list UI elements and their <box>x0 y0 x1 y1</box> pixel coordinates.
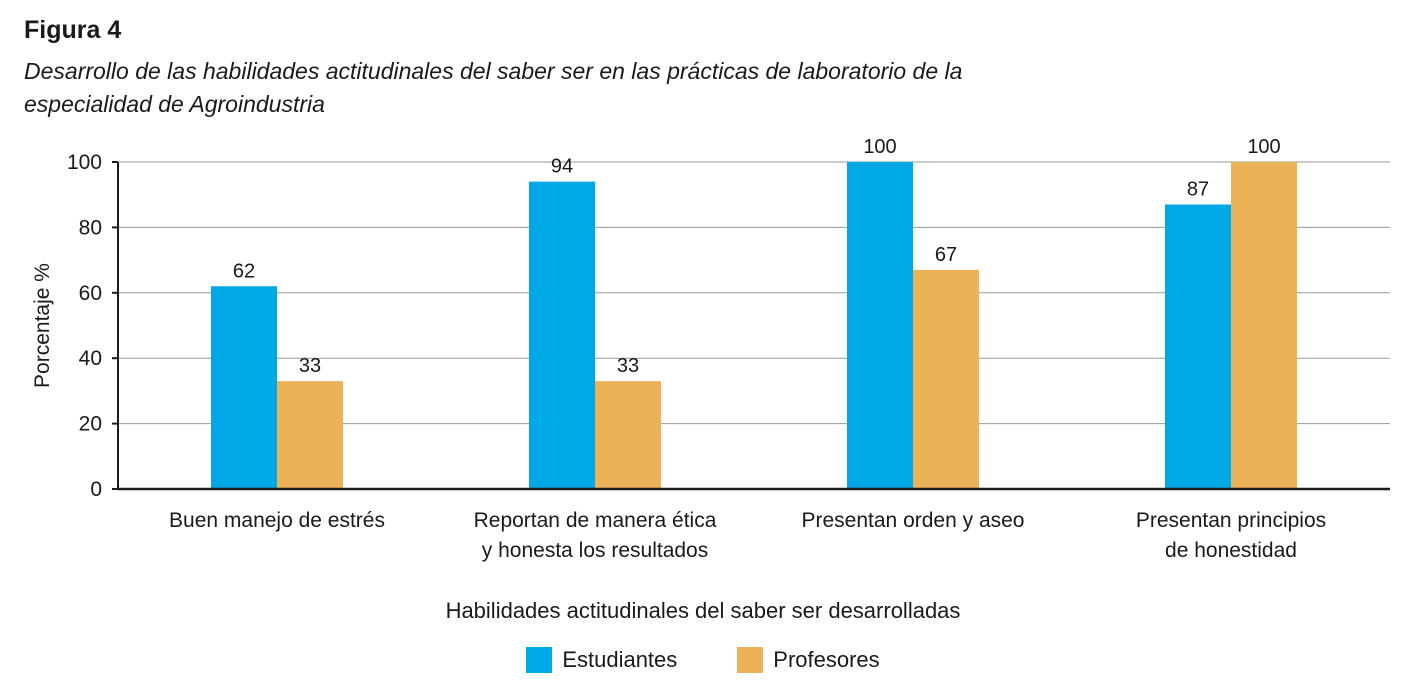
legend-label-estudiantes: Estudiantes <box>562 647 678 672</box>
data-label-estudiantes-1: 94 <box>551 156 573 178</box>
y-tick-label-60: 60 <box>79 282 102 305</box>
data-label-estudiantes-0: 62 <box>233 260 255 282</box>
data-label-profesores-2: 67 <box>935 244 957 266</box>
bar-profesores-2 <box>913 269 979 489</box>
bar-estudiantes-2 <box>847 162 913 489</box>
x-tick-label-2-0: Presentan orden y aseo <box>802 509 1025 532</box>
x-axis-label: Habilidades actitudinales del saber ser … <box>445 598 961 623</box>
figure-title: Desarrollo de las habilidades actitudina… <box>24 58 963 117</box>
legend-item-estudiantes: Estudiantes <box>526 647 677 673</box>
x-tick-label-3-0: Presentan principios <box>1136 509 1326 532</box>
legend-swatch-estudiantes <box>526 647 553 673</box>
data-label-profesores-0: 33 <box>299 355 321 377</box>
legend: Estudiantes Profesores <box>0 647 1406 673</box>
x-tick-label-0-0: Buen manejo de estrés <box>169 509 385 532</box>
y-tick-label-40: 40 <box>79 347 102 370</box>
data-label-estudiantes-3: 87 <box>1187 179 1209 201</box>
x-tick-label-1-1: y honesta los resultados <box>482 539 708 562</box>
y-axis-label: Porcentaje % <box>31 263 54 388</box>
data-label-estudiantes-2: 100 <box>863 136 896 158</box>
y-tick-label-0: 0 <box>90 478 102 501</box>
x-tick-label-1-0: Reportan de manera ética <box>474 509 717 532</box>
y-tick-label-100: 100 <box>67 151 102 174</box>
y-tick-label-80: 80 <box>79 216 102 239</box>
legend-item-profesores: Profesores <box>737 647 880 673</box>
legend-swatch-profesores <box>737 647 764 673</box>
bar-estudiantes-3 <box>1165 204 1231 489</box>
figure-label: Figura 4 <box>24 16 122 44</box>
bar-profesores-1 <box>595 381 661 489</box>
data-label-profesores-3: 100 <box>1247 136 1280 158</box>
bar-estudiantes-0 <box>211 286 277 489</box>
y-tick-label-20: 20 <box>79 413 102 436</box>
legend-label-profesores: Profesores <box>773 647 880 672</box>
bar-profesores-3 <box>1231 162 1297 489</box>
bar-estudiantes-1 <box>529 181 595 489</box>
bar-profesores-0 <box>277 381 343 489</box>
data-label-profesores-1: 33 <box>617 355 639 377</box>
x-tick-label-3-1: de honestidad <box>1165 539 1297 562</box>
